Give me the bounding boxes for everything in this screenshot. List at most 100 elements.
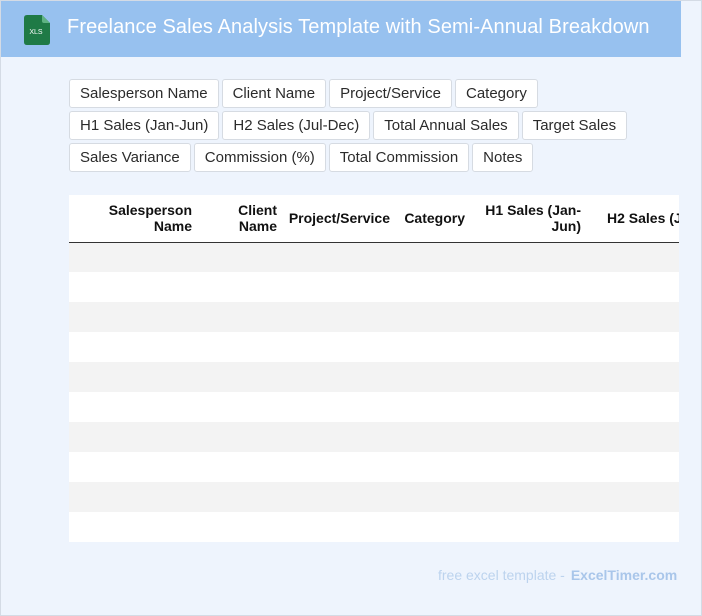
column-header-h1-sales[interactable]: H1 Sales (Jan-Jun) bbox=[469, 195, 585, 243]
title-bar: XLS Freelance Sales Analysis Template wi… bbox=[1, 1, 681, 57]
table-cell[interactable] bbox=[196, 512, 281, 542]
table-cell[interactable] bbox=[585, 272, 679, 302]
table-cell[interactable] bbox=[69, 452, 196, 482]
sales-table-container[interactable]: Salesperson Name Client Name Project/Ser… bbox=[69, 195, 679, 542]
table-cell[interactable] bbox=[585, 392, 679, 422]
column-header-h2-sales[interactable]: H2 Sales (Jul-Dec) bbox=[585, 195, 679, 243]
table-cell[interactable] bbox=[469, 392, 585, 422]
table-cell[interactable] bbox=[585, 512, 679, 542]
table-cell[interactable] bbox=[585, 422, 679, 452]
table-cell[interactable] bbox=[469, 452, 585, 482]
footer-credit: free excel template - ExcelTimer.com bbox=[438, 567, 677, 583]
table-cell[interactable] bbox=[196, 272, 281, 302]
sales-table: Salesperson Name Client Name Project/Ser… bbox=[69, 195, 679, 542]
table-cell[interactable] bbox=[69, 242, 196, 272]
table-cell[interactable] bbox=[281, 482, 394, 512]
column-header-salesperson-name[interactable]: Salesperson Name bbox=[69, 195, 196, 243]
table-cell[interactable] bbox=[196, 302, 281, 332]
table-row bbox=[69, 422, 679, 452]
table-cell[interactable] bbox=[69, 302, 196, 332]
table-row bbox=[69, 272, 679, 302]
table-cell[interactable] bbox=[469, 482, 585, 512]
footer-brand-link[interactable]: ExcelTimer.com bbox=[570, 567, 678, 583]
table-cell[interactable] bbox=[394, 452, 469, 482]
table-cell[interactable] bbox=[281, 392, 394, 422]
table-row bbox=[69, 332, 679, 362]
footer-prefix: free excel template - bbox=[438, 567, 565, 583]
table-row bbox=[69, 452, 679, 482]
table-row bbox=[69, 392, 679, 422]
table-cell[interactable] bbox=[69, 272, 196, 302]
column-header-category[interactable]: Category bbox=[394, 195, 469, 243]
page-title: Freelance Sales Analysis Template with S… bbox=[67, 16, 650, 38]
table-cell[interactable] bbox=[196, 242, 281, 272]
chip-client-name[interactable]: Client Name bbox=[221, 79, 327, 108]
table-cell[interactable] bbox=[69, 482, 196, 512]
table-cell[interactable] bbox=[69, 392, 196, 422]
chip-commission-percent[interactable]: Commission (%) bbox=[193, 143, 326, 172]
table-cell[interactable] bbox=[469, 512, 585, 542]
chip-sales-variance[interactable]: Sales Variance bbox=[69, 143, 191, 172]
column-header-client-name[interactable]: Client Name bbox=[196, 195, 281, 243]
table-row bbox=[69, 302, 679, 332]
table-cell[interactable] bbox=[196, 332, 281, 362]
table-cell[interactable] bbox=[469, 302, 585, 332]
chip-total-annual-sales[interactable]: Total Annual Sales bbox=[373, 111, 519, 140]
chip-notes[interactable]: Notes bbox=[472, 143, 534, 172]
table-cell[interactable] bbox=[469, 332, 585, 362]
table-cell[interactable] bbox=[281, 242, 394, 272]
xls-icon-label: XLS bbox=[29, 29, 43, 36]
table-header-row: Salesperson Name Client Name Project/Ser… bbox=[69, 195, 679, 243]
xls-file-icon: XLS bbox=[24, 15, 50, 45]
table-cell[interactable] bbox=[196, 422, 281, 452]
table-cell[interactable] bbox=[469, 422, 585, 452]
table-cell[interactable] bbox=[394, 332, 469, 362]
chip-total-commission[interactable]: Total Commission bbox=[328, 143, 470, 172]
table-cell[interactable] bbox=[394, 482, 469, 512]
table-cell[interactable] bbox=[585, 452, 679, 482]
table-cell[interactable] bbox=[196, 482, 281, 512]
table-cell[interactable] bbox=[281, 272, 394, 302]
table-cell[interactable] bbox=[196, 452, 281, 482]
table-body bbox=[69, 242, 679, 542]
table-cell[interactable] bbox=[469, 242, 585, 272]
table-cell[interactable] bbox=[281, 512, 394, 542]
table-cell[interactable] bbox=[585, 482, 679, 512]
table-cell[interactable] bbox=[196, 392, 281, 422]
table-cell[interactable] bbox=[69, 422, 196, 452]
table-cell[interactable] bbox=[69, 362, 196, 392]
table-cell[interactable] bbox=[69, 332, 196, 362]
table-cell[interactable] bbox=[69, 512, 196, 542]
table-cell[interactable] bbox=[281, 332, 394, 362]
table-cell[interactable] bbox=[585, 332, 679, 362]
chip-project-service[interactable]: Project/Service bbox=[329, 79, 452, 108]
table-cell[interactable] bbox=[281, 302, 394, 332]
chip-h1-sales[interactable]: H1 Sales (Jan-Jun) bbox=[69, 111, 220, 140]
column-chip-list: Salesperson Name Client Name Project/Ser… bbox=[69, 79, 689, 172]
table-row bbox=[69, 362, 679, 392]
table-cell[interactable] bbox=[394, 512, 469, 542]
table-cell[interactable] bbox=[585, 362, 679, 392]
table-cell[interactable] bbox=[394, 422, 469, 452]
chip-salesperson-name[interactable]: Salesperson Name bbox=[69, 79, 219, 108]
table-cell[interactable] bbox=[196, 362, 281, 392]
column-header-project-service[interactable]: Project/Service bbox=[281, 195, 394, 243]
table-row bbox=[69, 482, 679, 512]
table-row bbox=[69, 512, 679, 542]
table-cell[interactable] bbox=[394, 302, 469, 332]
chip-category[interactable]: Category bbox=[454, 79, 538, 108]
table-cell[interactable] bbox=[585, 242, 679, 272]
table-cell[interactable] bbox=[281, 422, 394, 452]
table-cell[interactable] bbox=[469, 272, 585, 302]
chip-target-sales[interactable]: Target Sales bbox=[521, 111, 628, 140]
table-cell[interactable] bbox=[394, 242, 469, 272]
table-cell[interactable] bbox=[394, 392, 469, 422]
table-cell[interactable] bbox=[394, 272, 469, 302]
chip-h2-sales[interactable]: H2 Sales (Jul-Dec) bbox=[222, 111, 371, 140]
table-row bbox=[69, 242, 679, 272]
table-cell[interactable] bbox=[281, 452, 394, 482]
table-cell[interactable] bbox=[469, 362, 585, 392]
table-cell[interactable] bbox=[394, 362, 469, 392]
table-cell[interactable] bbox=[585, 302, 679, 332]
table-cell[interactable] bbox=[281, 362, 394, 392]
